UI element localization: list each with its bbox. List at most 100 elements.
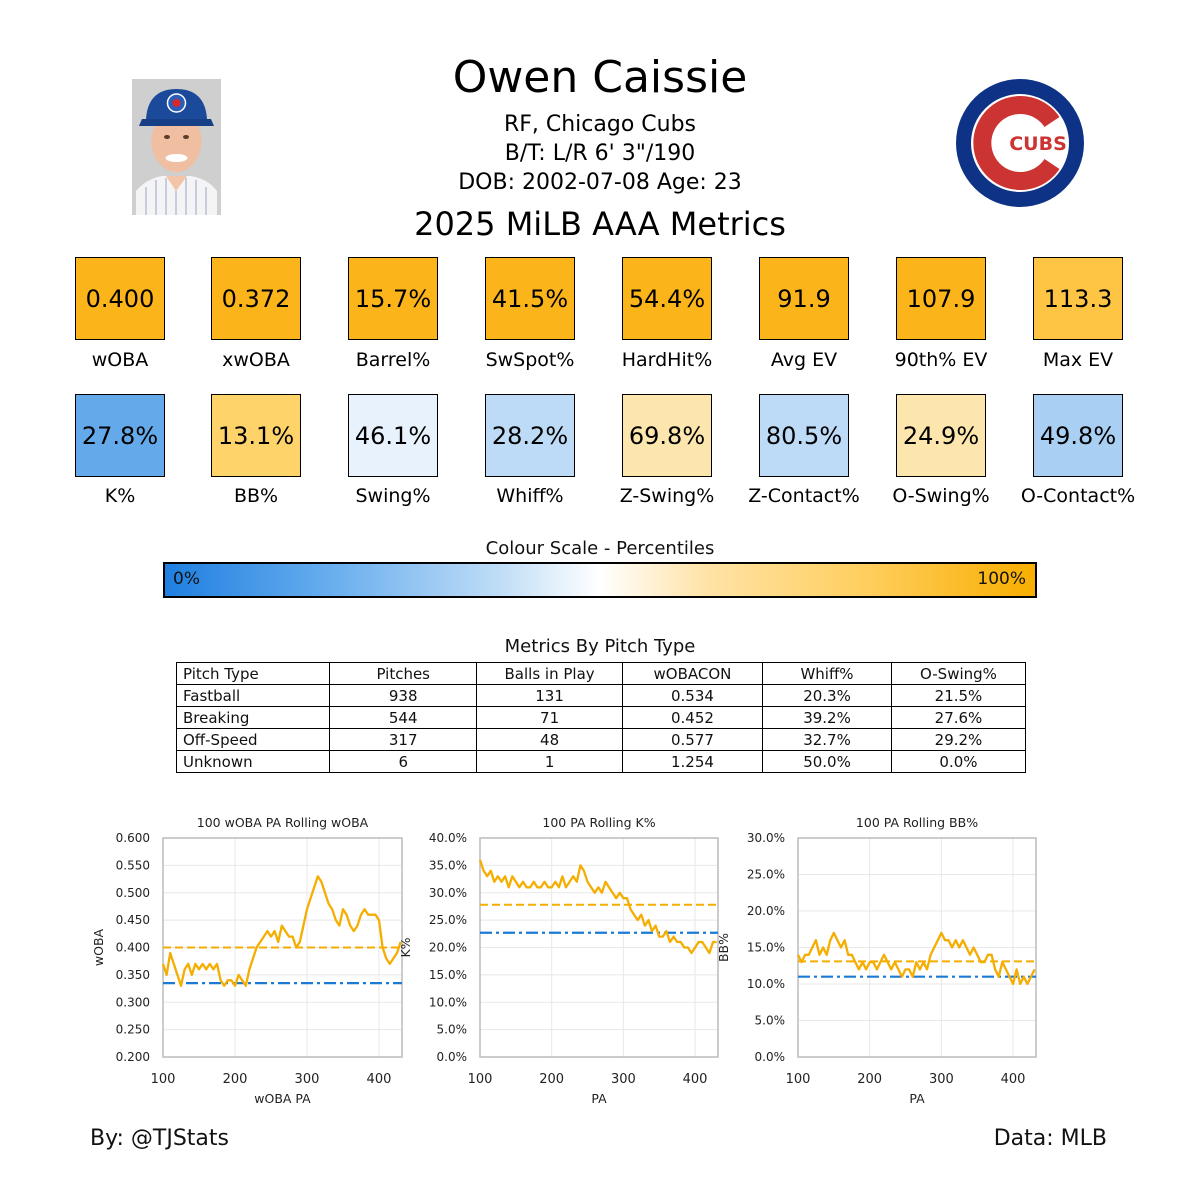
cubs-logo: CUBS: [956, 79, 1084, 207]
table-cell: 1: [476, 750, 623, 773]
table-cell: 39.2%: [762, 706, 892, 729]
x-tick-label: 100: [786, 1072, 811, 1087]
metric-tile-label: HardHit%: [621, 349, 713, 371]
y-tick-label: 30.0%: [747, 831, 785, 845]
rolling-series-line: [796, 931, 1036, 986]
y-tick-label: 0.450: [116, 913, 150, 927]
metric-tile-value: 13.1%: [211, 394, 301, 477]
colour-scale-bar: [163, 562, 1037, 598]
table-header-cell: O-Swing%: [890, 662, 1027, 685]
table-cell: 544: [329, 706, 478, 729]
table-cell: 48: [476, 728, 623, 751]
colour-scale-title: Colour Scale - Percentiles: [485, 538, 715, 559]
table-header-cell: Balls in Play: [476, 662, 623, 685]
table-cell: 938: [329, 684, 478, 707]
colour-scale-max-label: 100%: [977, 569, 1026, 589]
table-cell: 32.7%: [762, 728, 892, 751]
y-tick-label: 0.500: [116, 886, 150, 900]
table-cell: 1.254: [621, 750, 764, 773]
y-tick-label: 0.350: [116, 968, 150, 982]
y-tick-label: 0.600: [116, 831, 150, 845]
y-tick-label: 35.0%: [429, 858, 467, 872]
metric-tile-label: Swing%: [355, 485, 431, 507]
table-cell: 0.534: [621, 684, 764, 707]
table-cell: 6: [329, 750, 478, 773]
metric-tile-value: 0.400: [75, 257, 165, 340]
metric-tile-label: xwOBA: [222, 349, 290, 371]
player-team-position: RF, Chicago Cubs: [503, 112, 697, 137]
table-cell: 0.452: [621, 706, 764, 729]
table-cell: 20.3%: [762, 684, 892, 707]
y-tick-label: 0.250: [116, 1023, 150, 1037]
metric-tile-label: Whiff%: [496, 485, 564, 507]
y-axis-label: BB%: [716, 933, 731, 962]
x-tick-label: 400: [367, 1072, 392, 1087]
metric-tile-value: 28.2%: [485, 394, 575, 477]
player-headshot: [132, 79, 221, 215]
table-cell: 71: [476, 706, 623, 729]
metric-tile-label: K%: [104, 485, 136, 507]
y-axis-label: wOBA: [91, 928, 106, 966]
metric-tile-label: Z-Swing%: [619, 485, 715, 507]
table-header-row: Pitch Type Pitches Balls in Play wOBACON Whi…: [175, 662, 1027, 685]
x-tick-label: 300: [929, 1072, 954, 1087]
table-cell: 21.5%: [890, 684, 1027, 707]
table-cell: 0.577: [621, 728, 764, 751]
metric-tile-label: Z-Contact%: [748, 485, 860, 507]
table-header-cell: Pitches: [329, 662, 478, 685]
y-tick-label: 10.0%: [747, 977, 785, 991]
metric-tile-value: 0.372: [211, 257, 301, 340]
y-axis-label: K%: [398, 937, 413, 957]
table-cell: Unknown: [175, 750, 331, 773]
table-cell: 131: [476, 684, 623, 707]
table-header-cell: wOBACON: [621, 662, 764, 685]
table-cell: 50.0%: [762, 750, 892, 773]
x-tick-label: 300: [611, 1072, 636, 1087]
table-cell: 29.2%: [890, 728, 1027, 751]
table-row: Off-Speed 317 48 0.577 32.7% 29.2%: [175, 728, 1027, 751]
x-axis-label: PA: [591, 1091, 607, 1106]
metric-tile-value: 54.4%: [622, 257, 712, 340]
author-credit: By: @TJStats: [90, 1126, 230, 1151]
rolling-charts: 0.200 0.250 0.300 0.350 0.400 0.450 0.500 0.550…: [91, 815, 1037, 1106]
x-axis-label: PA: [909, 1091, 925, 1106]
y-tick-label: 0.300: [116, 995, 150, 1009]
x-tick-label: 400: [683, 1072, 708, 1087]
metric-tile-label: wOBA: [91, 349, 149, 371]
y-tick-label: 0.550: [116, 858, 150, 872]
player-dob-age: DOB: 2002-07-08 Age: 23: [458, 170, 742, 195]
y-tick-label: 10.0%: [429, 995, 467, 1009]
table-row: Unknown 6 1 1.254 50.0% 0.0%: [175, 750, 1027, 773]
logo-text: CUBS: [1009, 133, 1067, 155]
x-axis-label: wOBA PA: [254, 1091, 311, 1106]
chart-title: 100 PA Rolling BB%: [856, 815, 978, 830]
metric-tile-value: 107.9: [896, 257, 986, 340]
x-tick-label: 200: [223, 1072, 248, 1087]
metric-tile-label: O-Swing%: [892, 485, 990, 507]
table-cell: Off-Speed: [175, 728, 331, 751]
chart-frame: [479, 837, 719, 1058]
metric-tile-label: Barrel%: [355, 349, 431, 371]
chart-frame: [797, 837, 1037, 1058]
x-tick-label: 200: [539, 1072, 564, 1087]
x-tick-label: 100: [468, 1072, 493, 1087]
y-tick-label: 40.0%: [429, 831, 467, 845]
table-cell: Breaking: [175, 706, 331, 729]
rolling-series-line: [161, 875, 402, 987]
metric-tile-value: 69.8%: [622, 394, 712, 477]
table-row: Breaking 544 71 0.452 39.2% 27.6%: [175, 706, 1027, 729]
table-cell: 0.0%: [890, 750, 1027, 773]
table-cell: Fastball: [175, 684, 331, 707]
y-tick-label: 15.0%: [747, 941, 785, 955]
metric-tile-value: 41.5%: [485, 257, 575, 340]
rolling-series-line: [478, 859, 717, 955]
x-tick-label: 100: [151, 1072, 176, 1087]
metric-tile-value: 49.8%: [1033, 394, 1123, 477]
chart-title: 100 PA Rolling K%: [542, 815, 655, 830]
metrics-title: 2025 MiLB AAA Metrics: [414, 205, 786, 243]
table-cell: 317: [329, 728, 478, 751]
y-tick-label: 25.0%: [429, 913, 467, 927]
chart-title: 100 wOBA PA Rolling wOBA: [197, 815, 369, 830]
player-name: Owen Caissie: [452, 52, 748, 103]
y-tick-label: 25.0%: [747, 868, 785, 882]
